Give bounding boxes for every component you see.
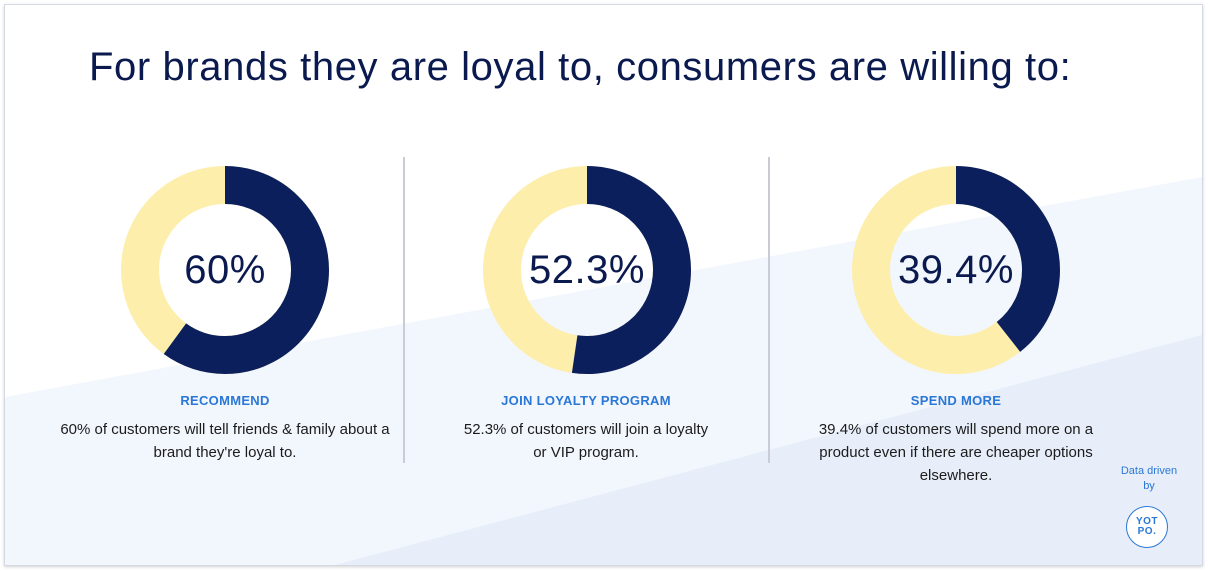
percent-value: 52.3%	[529, 247, 645, 292]
stat-label: JOIN LOYALTY PROGRAM	[501, 393, 671, 408]
donut-svg	[121, 166, 329, 374]
donut-chart: 39.4%	[851, 165, 1061, 375]
donut-svg	[483, 166, 691, 374]
stat-panel-recommend: 60% RECOMMEND 60% of customers will tell…	[47, 165, 403, 461]
yotpo-logo[interactable]: YOT PO.	[1126, 506, 1168, 548]
data-credit: Data driven by	[1120, 465, 1178, 492]
donut-chart: 52.3%	[482, 165, 692, 375]
stat-description: 60% of customers will tell friends & fam…	[60, 421, 390, 461]
logo-text-line2: PO.	[1137, 526, 1157, 537]
donut-svg	[852, 166, 1060, 374]
stat-description: 39.4% of customers will spend more on a …	[818, 421, 1094, 484]
donut-chart: 60%	[120, 165, 330, 375]
donut-value-slice	[852, 166, 1060, 374]
stat-label: SPEND MORE	[910, 393, 1002, 408]
stat-panel-loyalty-program: 52.3% JOIN LOYALTY PROGRAM 52.3% of cust…	[408, 165, 764, 461]
stat-description: 52.3% of customers will join a loyalty o…	[463, 421, 709, 461]
column-divider	[403, 157, 405, 463]
stat-label: RECOMMEND	[180, 393, 270, 408]
logo-text-line1: YOT	[1135, 516, 1159, 527]
donut-value-slice	[483, 166, 691, 374]
infographic-card: For brands they are loyal to, consumers …	[4, 4, 1203, 566]
percent-value: 39.4%	[898, 247, 1014, 292]
donut-value-slice	[121, 166, 329, 374]
column-divider	[768, 157, 770, 463]
stat-panel-spend-more: 39.4% SPEND MORE 39.4% of customers will…	[778, 165, 1134, 484]
page-title: For brands they are loyal to, consumers …	[89, 45, 1072, 89]
percent-value: 60%	[184, 247, 266, 292]
